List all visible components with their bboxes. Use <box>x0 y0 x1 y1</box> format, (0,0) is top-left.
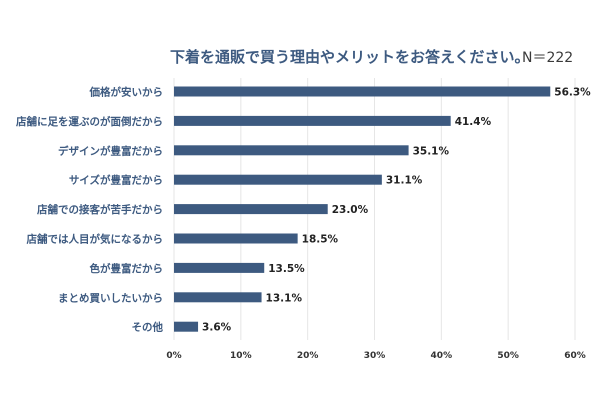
value-label: 41.4% <box>455 116 492 128</box>
value-label: 3.6% <box>202 322 232 334</box>
category-label: 店舗に足を運ぶのが面倒だから <box>15 115 163 128</box>
category-label: デザインが豊富だから <box>58 144 163 157</box>
x-tick-label: 10% <box>230 351 252 361</box>
bar <box>174 174 382 185</box>
value-label: 23.0% <box>332 204 369 216</box>
value-label: 56.3% <box>554 87 591 99</box>
category-label: 店舗では人目が気になるから <box>26 233 164 246</box>
bar <box>174 115 451 126</box>
x-tick-label: 20% <box>297 351 319 361</box>
category-label: 店舗での接客が苦手だから <box>36 203 163 216</box>
category-label: まとめ買いしたいから <box>58 292 163 304</box>
bar <box>174 262 265 273</box>
category-label: その他 <box>132 321 164 334</box>
bar <box>174 145 409 156</box>
x-tick-label: 30% <box>364 351 386 361</box>
category-label: 価格が安いから <box>89 86 164 99</box>
bar <box>174 204 328 215</box>
value-labels: 56.3% 41.4% 35.1% 31.1% 23.0% 18.5% 13.5% 13.1%… <box>202 87 591 334</box>
bar <box>174 86 551 97</box>
category-labels: 価格が安いから店舗に足を運ぶのが面倒だからデザインが豊富だからサイズが豊富だから… <box>15 86 163 334</box>
sample-size-label: N＝222 <box>522 50 573 66</box>
chart-title: 下着を通販で買う理由やメリットをお答えください。 <box>170 48 530 66</box>
value-label: 13.1% <box>266 292 303 304</box>
x-tick-label: 0% <box>166 351 181 361</box>
value-label: 35.1% <box>413 145 450 157</box>
x-tick-label: 60% <box>564 351 586 361</box>
category-label: サイズが豊富だから <box>69 174 163 187</box>
bar <box>174 233 298 244</box>
bar <box>174 292 262 303</box>
bars <box>174 86 551 332</box>
value-label: 31.1% <box>386 175 423 187</box>
bar <box>174 321 199 332</box>
x-tick-label: 40% <box>431 351 453 361</box>
value-label: 18.5% <box>302 234 339 246</box>
x-axis-ticks: 0% 10% 20% 30% 40% 50% 60% <box>166 351 585 361</box>
value-label: 13.5% <box>268 263 305 275</box>
category-label: 色が豊富だから <box>90 262 164 275</box>
x-tick-label: 50% <box>497 351 519 361</box>
